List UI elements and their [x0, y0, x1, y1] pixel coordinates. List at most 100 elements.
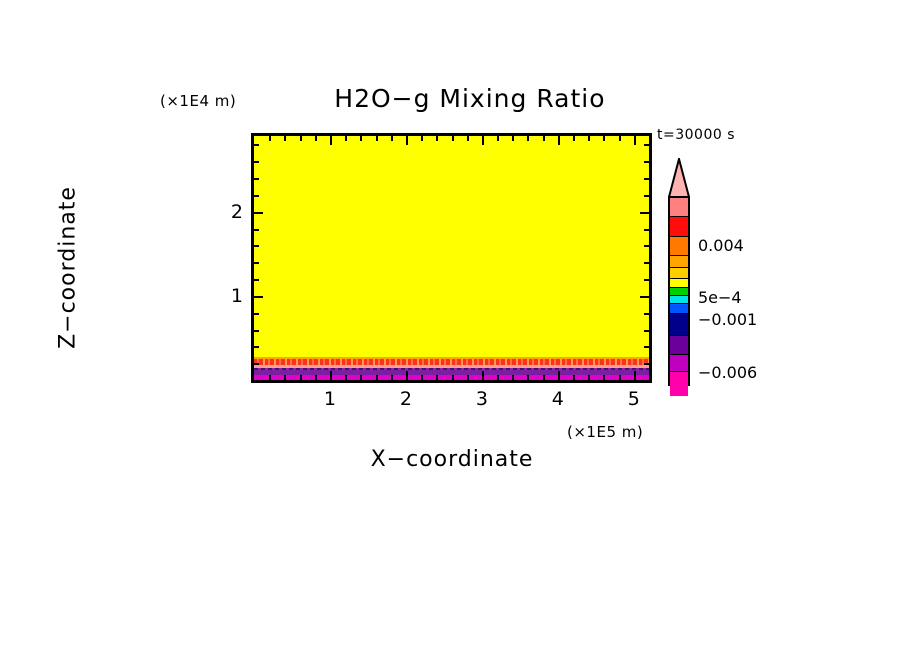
- x-minor-tick: [573, 375, 576, 380]
- x-tick-label: 5: [627, 388, 640, 410]
- y-minor-tick-right: [644, 363, 649, 366]
- y-minor-tick-right: [644, 245, 649, 248]
- colorbar-band: [670, 302, 688, 313]
- x-tick-label: 4: [551, 388, 564, 410]
- x-minor-tick: [421, 375, 424, 380]
- x-minor-tick: [314, 375, 317, 380]
- y-minor-tick: [254, 144, 259, 147]
- colorbar-tick-label: −0.006: [698, 363, 758, 382]
- y-minor-tick: [254, 262, 259, 265]
- chart-title-text: H2O−g Mixing Ratio: [334, 84, 606, 113]
- colorbar-tick-label: −0.001: [698, 310, 758, 329]
- y-minor-tick: [254, 312, 259, 315]
- x-tick-label: 3: [475, 388, 488, 410]
- x-major-tick: [329, 371, 332, 380]
- x-minor-tick-top: [588, 136, 591, 141]
- x-minor-tick-top: [573, 136, 576, 141]
- x-minor-tick: [451, 375, 454, 380]
- x-tick-label: 1: [323, 388, 336, 410]
- x-major-tick-top: [557, 136, 560, 145]
- colorbar-over-arrow-icon: [668, 158, 690, 198]
- x-minor-tick-top: [542, 136, 545, 141]
- y-minor-tick-right: [644, 262, 649, 265]
- y-axis-unit-label: (×1E4 m): [160, 92, 237, 110]
- x-major-tick: [633, 371, 636, 380]
- x-minor-tick: [588, 375, 591, 380]
- plot-area: [251, 133, 652, 383]
- y-major-tick-right: [640, 295, 649, 298]
- y-minor-tick: [254, 279, 259, 282]
- y-minor-tick-right: [644, 312, 649, 315]
- y-axis-title: Z−coordinate: [55, 186, 81, 349]
- colorbar-bands: [668, 196, 690, 396]
- y-minor-tick: [254, 194, 259, 197]
- y-minor-tick-right: [644, 194, 649, 197]
- colorbar-band: [670, 354, 688, 372]
- field-band: [254, 368, 649, 375]
- y-tick-label: 1: [230, 284, 243, 307]
- x-minor-tick: [466, 375, 469, 380]
- colorbar-tick-label: 5e−4: [698, 288, 742, 307]
- y-minor-tick-right: [644, 161, 649, 164]
- x-minor-tick-top: [527, 136, 530, 141]
- y-minor-tick: [254, 245, 259, 248]
- y-major-tick-right: [640, 211, 649, 214]
- x-minor-tick-top: [360, 136, 363, 141]
- colorbar-band: [670, 216, 688, 236]
- y-minor-tick-right: [644, 178, 649, 181]
- x-minor-tick-top: [451, 136, 454, 141]
- y-tick-label: 2: [230, 200, 243, 223]
- x-minor-tick: [390, 375, 393, 380]
- x-major-tick: [481, 371, 484, 380]
- time-annotation: t=30000 s: [657, 127, 735, 143]
- x-minor-tick-top: [512, 136, 515, 141]
- x-minor-tick: [436, 375, 439, 380]
- x-major-tick: [557, 371, 560, 380]
- colorbar-band: [670, 287, 688, 295]
- colorbar-band: [670, 371, 688, 396]
- x-minor-tick-top: [345, 136, 348, 141]
- x-minor-tick: [375, 375, 378, 380]
- x-minor-tick-top: [284, 136, 287, 141]
- x-minor-tick-top: [466, 136, 469, 141]
- colorbar-band: [670, 334, 688, 355]
- x-minor-tick: [618, 375, 621, 380]
- y-minor-tick: [254, 228, 259, 231]
- x-minor-tick: [497, 375, 500, 380]
- colorbar-band: [670, 266, 688, 279]
- x-minor-tick: [299, 375, 302, 380]
- x-minor-tick-top: [421, 136, 424, 141]
- x-minor-tick-top: [603, 136, 606, 141]
- x-minor-tick-top: [314, 136, 317, 141]
- x-major-tick-top: [481, 136, 484, 145]
- y-minor-tick: [254, 178, 259, 181]
- chart-title: H2O−g Mixing Ratio: [0, 55, 904, 142]
- colorbar-band: [670, 278, 688, 288]
- y-minor-tick: [254, 161, 259, 164]
- colorbar-band: [670, 198, 688, 217]
- y-minor-tick-right: [644, 228, 649, 231]
- x-major-tick-top: [633, 136, 636, 145]
- y-minor-tick-right: [644, 329, 649, 332]
- x-minor-tick-top: [390, 136, 393, 141]
- x-tick-label: 2: [399, 388, 412, 410]
- field-contour-line: [254, 368, 649, 371]
- x-minor-tick-top: [299, 136, 302, 141]
- x-minor-tick: [345, 375, 348, 380]
- x-minor-tick: [512, 375, 515, 380]
- x-minor-tick: [603, 375, 606, 380]
- y-minor-tick: [254, 346, 259, 349]
- x-minor-tick: [542, 375, 545, 380]
- field-band: [254, 363, 649, 369]
- colorbar-band: [670, 235, 688, 256]
- colorbar-band: [670, 312, 688, 335]
- colorbar-band: [670, 255, 688, 267]
- x-axis-unit-label: (×1E5 m): [567, 423, 644, 441]
- x-minor-tick-top: [436, 136, 439, 141]
- x-major-tick: [405, 371, 408, 380]
- colorbar: 0.004 5e−4 −0.001 −0.006: [660, 158, 780, 396]
- x-minor-tick: [269, 375, 272, 380]
- x-major-tick-top: [329, 136, 332, 145]
- x-axis-title: X−coordinate: [370, 447, 534, 472]
